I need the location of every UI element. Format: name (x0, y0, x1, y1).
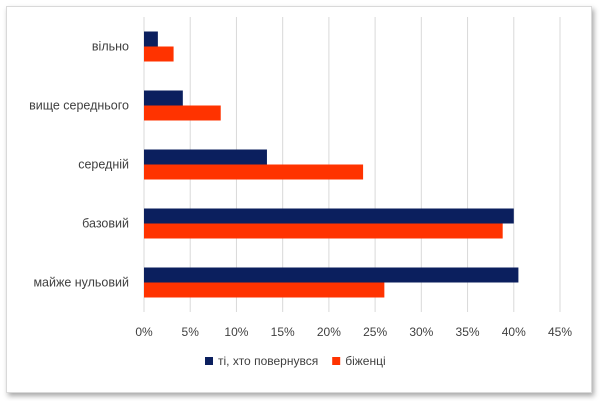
bar-returned (144, 90, 183, 106)
chart-frame: вільно вище середнього середній базовий майж… (6, 6, 592, 393)
x-tick-label: 5% (182, 325, 200, 339)
category-label: базовий (82, 217, 129, 231)
legend-label: ті, хто повернувся (218, 354, 318, 368)
bar-returned (144, 31, 158, 47)
x-tick-label: 20% (317, 325, 341, 339)
category-label: вище середнього (29, 99, 129, 113)
category-label: майже нульовий (33, 276, 129, 290)
x-tick-label: 10% (224, 325, 248, 339)
category-label: вільно (92, 40, 129, 54)
x-tick-label: 45% (548, 325, 572, 339)
legend: ті, хто повернувся біженці (205, 354, 386, 368)
bar-returned (144, 149, 267, 165)
bar-refugees (144, 282, 385, 298)
bar-chart: вільно вище середнього середній базовий майж… (29, 17, 572, 368)
x-tick-label: 0% (135, 325, 153, 339)
bar-returned (144, 208, 514, 224)
bar-refugees (144, 223, 503, 239)
bar-refugees (144, 164, 364, 180)
bar-returned (144, 267, 519, 283)
x-tick-label: 25% (363, 325, 387, 339)
category-labels: вільно вище середнього середній базовий майж… (29, 40, 129, 290)
legend-swatch (332, 357, 341, 365)
x-tick-labels: 0% 5% 10% 15% 20% 25% 30% 35% 40% 45% (135, 325, 572, 339)
bar-refugees (144, 105, 221, 121)
x-tick-label: 35% (456, 325, 480, 339)
category-label: середній (78, 158, 129, 172)
x-tick-label: 30% (409, 325, 433, 339)
x-tick-label: 15% (271, 325, 295, 339)
bar-refugees (144, 46, 174, 62)
bars (144, 31, 519, 298)
x-tick-label: 40% (502, 325, 526, 339)
legend-label: біженці (345, 354, 385, 368)
legend-swatch (205, 357, 213, 365)
